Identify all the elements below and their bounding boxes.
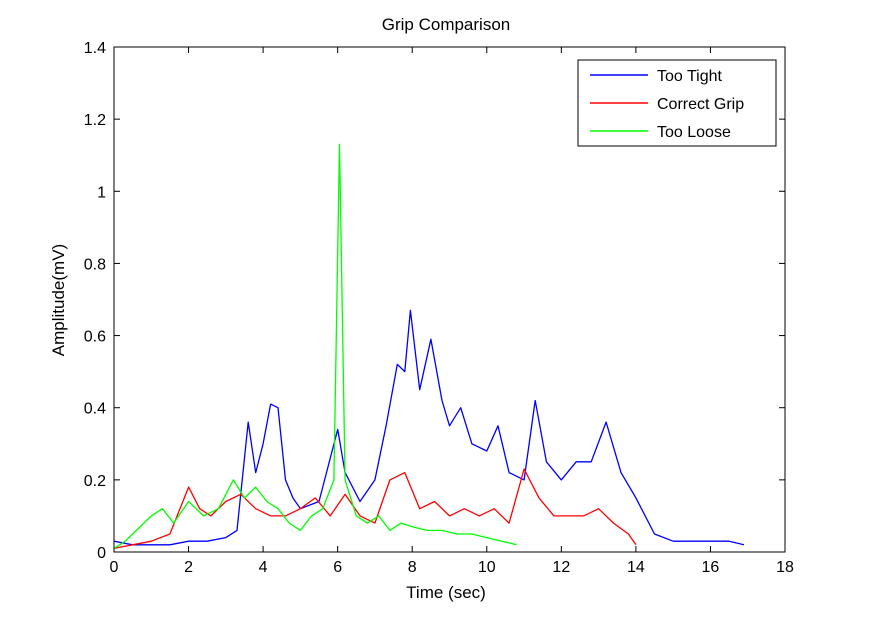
legend-label: Too Tight — [657, 68, 722, 85]
x-tick-label: 6 — [333, 559, 342, 576]
chart-title: Grip Comparison — [382, 15, 511, 34]
x-tick-label: 14 — [627, 559, 645, 576]
y-tick-label: 1.2 — [84, 112, 106, 129]
x-tick-label: 12 — [552, 559, 570, 576]
x-tick-label: 0 — [110, 559, 119, 576]
y-tick-label: 1 — [97, 184, 106, 201]
y-tick-label: 0.6 — [84, 329, 106, 346]
plot-frame — [113, 46, 786, 553]
legend-label: Correct Grip — [657, 96, 744, 113]
x-axis-label: Time (sec) — [406, 583, 486, 602]
x-tick-label: 2 — [184, 559, 193, 576]
legend: Too Tight Correct Grip Too Loose — [577, 59, 777, 147]
series-layer — [114, 143, 745, 550]
y-tick-label: 0.4 — [84, 401, 106, 418]
x-tick-label: 18 — [776, 559, 794, 576]
x-tick-label: 4 — [259, 559, 268, 576]
x-axis-ticks: 0 2 4 6 8 10 12 14 16 18 — [110, 47, 794, 576]
y-tick-label: 1.4 — [84, 40, 106, 57]
y-tick-label: 0.2 — [84, 473, 106, 490]
y-axis-ticks: 0 0.2 0.4 0.6 0.8 1 1.2 1.4 — [84, 40, 785, 562]
series-line-too-tight — [114, 309, 745, 546]
y-axis-label: Amplitude(mV) — [49, 244, 68, 356]
x-tick-label: 8 — [408, 559, 417, 576]
series-line-too-loose — [114, 143, 517, 549]
series-line-correct-grip — [114, 468, 637, 550]
x-tick-label: 16 — [702, 559, 720, 576]
x-tick-label: 10 — [478, 559, 496, 576]
y-tick-label: 0.8 — [84, 256, 106, 273]
legend-label: Too Loose — [657, 124, 731, 141]
y-tick-label: 0 — [97, 545, 106, 562]
